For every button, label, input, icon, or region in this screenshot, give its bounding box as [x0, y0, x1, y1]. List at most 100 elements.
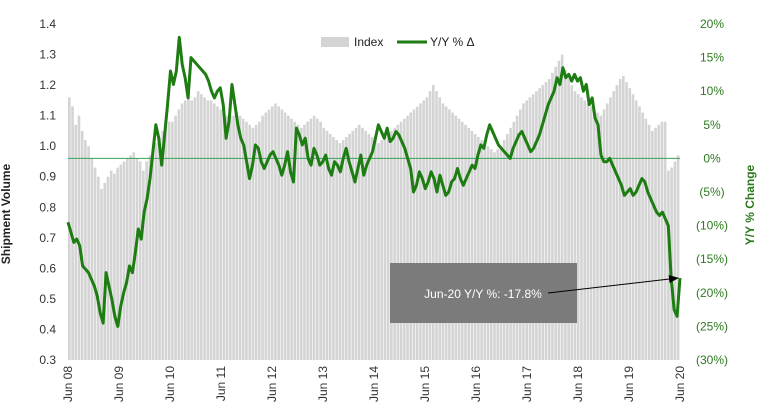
- index-bar: [486, 146, 490, 360]
- right-tick-label: (20%): [696, 286, 728, 300]
- index-bar: [612, 91, 615, 360]
- index-bar: [103, 182, 107, 360]
- index-bar: [634, 100, 638, 361]
- left-tick-label: 0.6: [39, 261, 56, 275]
- right-axis-title: Y/Y % Change: [743, 164, 757, 245]
- left-tick-label: 0.9: [39, 170, 56, 184]
- index-bar: [235, 112, 239, 360]
- index-bar: [638, 106, 641, 360]
- index-bar: [383, 137, 387, 360]
- right-tick-label: (30%): [696, 353, 728, 367]
- index-bar: [264, 112, 268, 360]
- index-bar: [190, 100, 194, 361]
- index-bar: [444, 106, 448, 360]
- index-bar: [364, 130, 367, 360]
- index-bar: [377, 143, 380, 360]
- index-bar: [306, 121, 309, 360]
- index-bar: [406, 115, 409, 360]
- index-bar: [200, 94, 203, 360]
- index-bar: [515, 115, 519, 360]
- index-bar: [319, 121, 322, 360]
- index-bar: [473, 133, 477, 360]
- index-bar: [174, 115, 177, 360]
- x-tick-label: Jun 12: [265, 366, 279, 402]
- index-bar: [77, 115, 81, 360]
- index-bar: [241, 118, 245, 360]
- index-bar: [390, 130, 393, 360]
- index-bar: [248, 124, 251, 360]
- index-bar: [615, 85, 619, 360]
- index-bar: [438, 97, 442, 360]
- index-bar: [219, 109, 223, 360]
- left-axis-title: Shipment Volume: [0, 163, 13, 264]
- index-bar: [287, 115, 290, 360]
- index-bar: [290, 118, 293, 360]
- index-bar: [254, 124, 258, 360]
- legend-index-label: Index: [354, 35, 383, 49]
- index-bars: [68, 54, 680, 361]
- index-bar: [560, 54, 564, 361]
- index-bar: [370, 137, 374, 360]
- index-bar: [296, 124, 300, 360]
- index-bar: [506, 133, 509, 360]
- x-tick-label: Jun 09: [112, 366, 126, 402]
- index-bar: [203, 97, 206, 360]
- index-bar: [177, 109, 181, 360]
- x-tick-label: Jun 10: [163, 366, 177, 402]
- index-bar: [361, 127, 364, 360]
- legend: Index Y/Y % Δ: [321, 35, 474, 49]
- index-bar: [599, 115, 603, 360]
- index-bar: [573, 91, 577, 360]
- callout-text: Jun-20 Y/Y %: -17.8%: [424, 287, 542, 301]
- index-bar: [374, 140, 377, 360]
- index-bar: [348, 133, 351, 360]
- left-tick-label: 1.2: [39, 78, 56, 92]
- right-tick-label: 20%: [700, 17, 724, 31]
- index-bar: [338, 143, 342, 360]
- index-bar: [554, 66, 557, 360]
- index-bar: [316, 118, 319, 360]
- index-bar: [142, 170, 145, 360]
- right-tick-label: (5%): [699, 185, 724, 199]
- right-tick-label: (15%): [696, 252, 728, 266]
- index-bar: [267, 109, 271, 360]
- left-tick-label: 1.3: [39, 48, 56, 62]
- x-tick-label: Jun 14: [367, 366, 381, 402]
- index-bar: [90, 158, 94, 360]
- index-bar: [589, 106, 593, 360]
- x-tick-label: Jun 19: [622, 366, 636, 402]
- right-tick-label: (25%): [696, 319, 728, 333]
- index-bar: [293, 121, 297, 360]
- index-bar: [171, 121, 174, 360]
- index-bar: [357, 124, 361, 360]
- index-bar: [631, 94, 635, 360]
- x-tick-label: Jun 08: [61, 366, 75, 402]
- index-bar: [238, 115, 242, 360]
- index-bar: [396, 124, 400, 360]
- index-bar: [312, 115, 316, 360]
- index-bar: [477, 137, 480, 360]
- x-tick-label: Jun 17: [520, 366, 534, 402]
- x-tick-label: Jun 13: [316, 366, 330, 402]
- index-bar: [425, 97, 429, 360]
- index-bar: [657, 124, 661, 360]
- left-tick-label: 0.3: [39, 353, 56, 367]
- index-bar: [576, 94, 580, 360]
- yoy-change-line: [66, 35, 682, 328]
- left-tick-label: 0.7: [39, 231, 56, 245]
- index-bar: [676, 155, 680, 360]
- index-bar: [354, 127, 358, 360]
- index-bar: [135, 158, 139, 360]
- index-bar: [187, 97, 190, 360]
- index-bar: [544, 82, 548, 360]
- index-bar: [622, 75, 625, 361]
- index-bar: [80, 130, 84, 360]
- index-bar: [435, 91, 438, 360]
- left-tick-label: 1.0: [39, 139, 56, 153]
- index-bar: [528, 97, 532, 360]
- index-bar: [531, 94, 535, 360]
- index-bar: [393, 127, 396, 360]
- index-bar: [119, 164, 123, 360]
- x-tick-label: Jun 11: [214, 366, 228, 401]
- index-bar: [193, 97, 197, 360]
